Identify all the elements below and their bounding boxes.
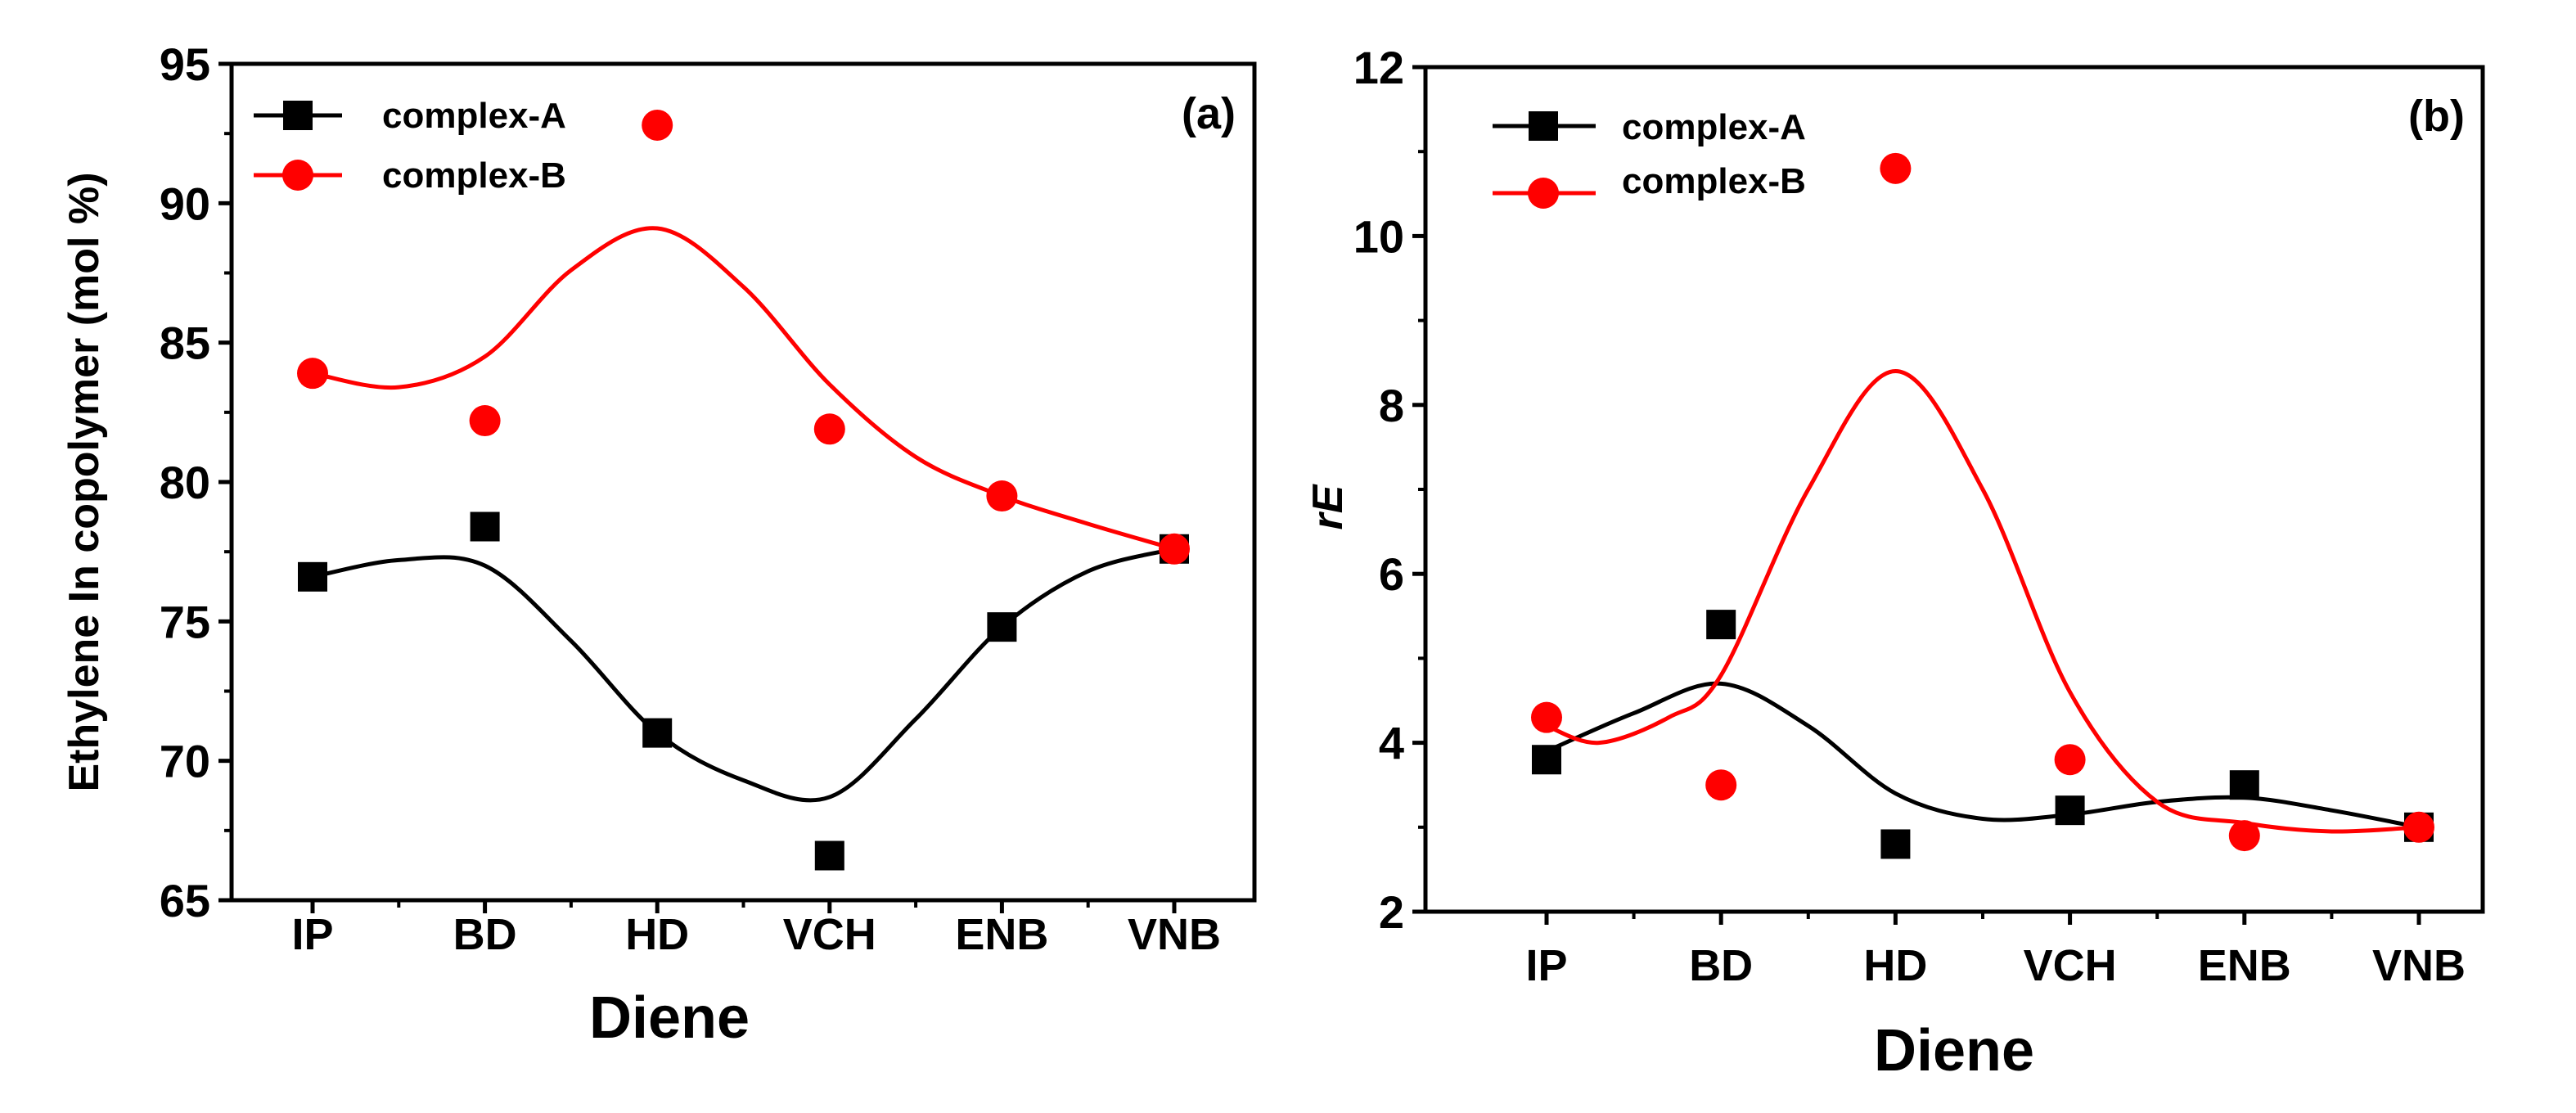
y-tick-label: 6: [1379, 548, 1404, 600]
data-point-complex-A: [1880, 829, 1911, 859]
chart-panel-a: 65 70 75 80 85 90 95 IP BD HD VCH ENB VNB complex-A …: [61, 38, 1257, 1051]
x-tick-label: VCH: [2024, 941, 2117, 990]
y-tick-label: 80: [160, 457, 210, 508]
data-point-complex-B: [2228, 820, 2260, 852]
data-point-complex-B: [1705, 769, 1737, 801]
data-point-complex-B: [2054, 744, 2086, 776]
y-tick-label: 10: [1353, 210, 1404, 262]
x-tick-label: IP: [291, 910, 333, 959]
legend: complex-A complex-B: [254, 96, 566, 196]
y-tick-label: 2: [1379, 886, 1404, 938]
y-axis-title-a: Ethylene In copolymer (mol %): [61, 172, 108, 791]
data-point-complex-A: [987, 612, 1017, 642]
data-point-complex-A: [1706, 610, 1736, 640]
trend-line-complex-A: [1546, 681, 2420, 830]
trend-line-complex-A: [312, 547, 1175, 803]
x-tick-label: VCH: [783, 910, 876, 959]
trend-lines: [312, 226, 1175, 803]
x-axis-title-a: Diene: [589, 985, 750, 1051]
legend-marker-complex-a: [283, 101, 313, 130]
y-axis-title-b: rE: [1304, 484, 1352, 529]
legend: complex-A complex-B: [1493, 107, 1806, 209]
data-point-complex-A: [470, 511, 500, 542]
y-tick-label: 70: [160, 736, 210, 787]
y-tick-label: 65: [160, 875, 210, 926]
x-tick-label: VNB: [1128, 910, 1221, 959]
ticks: 65 70 75 80 85 90 95 IP BD HD VCH ENB VNB: [160, 38, 1221, 959]
data-point-complex-B: [986, 480, 1018, 512]
y-tick-label: 12: [1353, 42, 1404, 93]
y-tick-label: 85: [160, 318, 210, 369]
y-tick-label: 75: [160, 596, 210, 647]
y-tick-label: 8: [1379, 380, 1404, 431]
data-point-complex-A: [2229, 770, 2259, 800]
data-point-complex-B: [813, 413, 845, 445]
x-tick-label: ENB: [955, 910, 1048, 959]
data-point-complex-B: [297, 358, 328, 390]
x-tick-label: BD: [1689, 941, 1753, 990]
ticks: 2 4 6 8 10 12 IP BD HD VCH ENB VNB: [1353, 42, 2466, 990]
x-axis-title-b: Diene: [1874, 1018, 2034, 1084]
data-point-complex-A: [2055, 795, 2085, 826]
data-point-complex-A: [1532, 745, 1561, 775]
data-point-complex-B: [1880, 152, 1912, 184]
y-tick-label: 4: [1379, 718, 1404, 769]
x-tick-label: HD: [1863, 941, 1927, 990]
legend-label-complex-b: complex-B: [1622, 161, 1806, 201]
y-tick-label: 95: [160, 38, 210, 90]
data-point-complex-B: [2403, 811, 2434, 843]
data-point-complex-B: [642, 109, 673, 141]
data-marks: [1531, 152, 2434, 859]
data-point-complex-B: [469, 405, 501, 437]
trend-lines: [1546, 369, 2420, 834]
x-tick-label: ENB: [2198, 941, 2291, 990]
panel-label-b: (b): [2408, 92, 2465, 141]
legend-marker-complex-b: [1528, 178, 1559, 209]
chart-panel-b: 2 4 6 8 10 12 IP BD HD VCH ENB VNB complex-A comple…: [1304, 42, 2485, 1084]
data-point-complex-A: [814, 840, 844, 871]
data-point-complex-B: [1159, 533, 1190, 565]
data-point-complex-B: [1531, 701, 1562, 733]
panel-label-a: (a): [1182, 89, 1236, 138]
data-point-complex-A: [298, 561, 327, 592]
x-tick-label: VNB: [2372, 941, 2466, 990]
legend-marker-complex-a: [1529, 111, 1558, 141]
legend-label-complex-a: complex-A: [1622, 107, 1806, 147]
x-tick-label: HD: [625, 910, 689, 959]
data-marks: [297, 109, 1190, 871]
x-tick-label: BD: [453, 910, 517, 959]
legend-marker-complex-b: [282, 160, 313, 191]
data-point-complex-A: [642, 718, 673, 748]
trend-line-complex-B: [1546, 369, 2420, 834]
legend-label-complex-b: complex-B: [382, 155, 566, 196]
x-tick-label: IP: [1525, 941, 1567, 990]
y-tick-label: 90: [160, 178, 210, 229]
trend-line-complex-B: [312, 226, 1175, 552]
legend-label-complex-a: complex-A: [382, 96, 566, 136]
